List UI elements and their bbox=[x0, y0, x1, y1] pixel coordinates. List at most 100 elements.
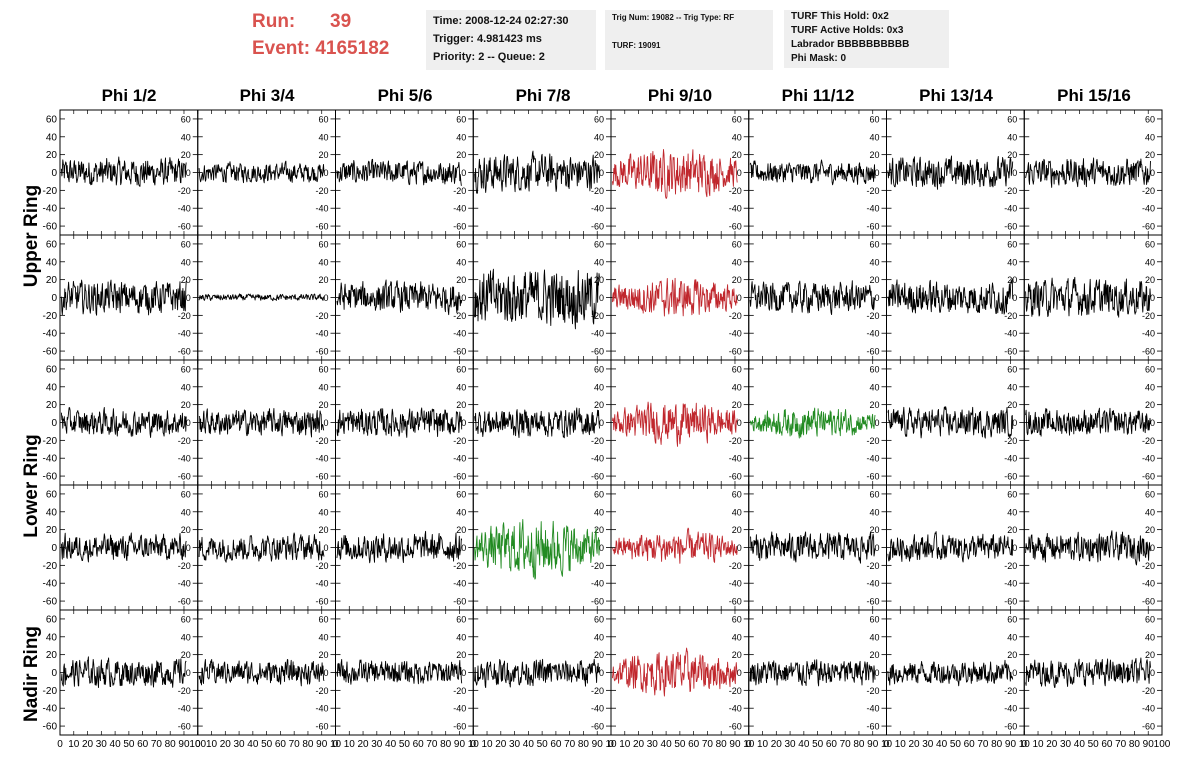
y-tick-label: -60 bbox=[866, 222, 879, 232]
y-tick-label: 60 bbox=[181, 114, 191, 124]
x-tick-label: 20 bbox=[495, 739, 507, 750]
y-tick-label: 40 bbox=[318, 257, 328, 267]
y-tick-label: 60 bbox=[869, 489, 879, 499]
x-tick-label: 0 bbox=[195, 739, 201, 750]
x-tick-label: 20 bbox=[220, 739, 232, 750]
y-tick-label: 40 bbox=[181, 507, 191, 517]
x-tick-label: 0 bbox=[884, 739, 890, 750]
y-tick-label: -40 bbox=[453, 204, 466, 214]
x-tick-label: 20 bbox=[633, 739, 645, 750]
y-tick-label: -60 bbox=[315, 222, 328, 232]
y-tick-label: 60 bbox=[318, 114, 328, 124]
y-tick-label: -40 bbox=[178, 579, 191, 589]
y-tick-label: -20 bbox=[315, 561, 328, 571]
waveform-trace bbox=[749, 280, 876, 316]
y-tick-label: 40 bbox=[1145, 632, 1155, 642]
y-tick-label: 40 bbox=[1007, 382, 1017, 392]
y-tick-label: 0 bbox=[51, 543, 57, 554]
y-tick-label: -60 bbox=[1142, 222, 1155, 232]
y-tick-label: -20 bbox=[866, 561, 879, 571]
y-tick-label: -60 bbox=[1004, 222, 1017, 232]
x-tick-label: 50 bbox=[812, 739, 824, 750]
y-tick-label: 0 bbox=[737, 293, 742, 303]
y-tick-label: 20 bbox=[181, 275, 191, 285]
y-tick-label: -20 bbox=[1004, 436, 1017, 446]
y-tick-label: 60 bbox=[732, 489, 742, 499]
turf-info-box: TURF This Hold: 0x2 TURF Active Holds: 0… bbox=[784, 10, 949, 68]
y-tick-label: 0 bbox=[1150, 293, 1155, 303]
y-tick-label: 20 bbox=[1145, 275, 1155, 285]
y-tick-label: 0 bbox=[1150, 668, 1155, 678]
y-tick-label: 0 bbox=[599, 543, 604, 553]
y-tick-label: 40 bbox=[1145, 257, 1155, 267]
y-tick-label: 20 bbox=[1007, 400, 1017, 410]
waveform-trace bbox=[198, 658, 325, 687]
y-tick-label: 20 bbox=[181, 400, 191, 410]
x-tick-label: 30 bbox=[371, 739, 383, 750]
x-tick-label: 50 bbox=[399, 739, 411, 750]
y-tick-label: 60 bbox=[1007, 239, 1017, 249]
y-tick-label: -40 bbox=[866, 704, 879, 714]
y-tick-label: 60 bbox=[181, 489, 191, 499]
x-tick-label: 80 bbox=[440, 739, 452, 750]
y-tick-label: -60 bbox=[178, 347, 191, 357]
x-tick-label: 40 bbox=[110, 739, 122, 750]
y-tick-label: -60 bbox=[1004, 347, 1017, 357]
y-tick-label: -20 bbox=[1004, 311, 1017, 321]
y-tick-label: -40 bbox=[729, 329, 742, 339]
trigger-info-box: Time: 2008-12-24 02:27:30 Trigger: 4.981… bbox=[426, 10, 596, 70]
y-tick-label: 0 bbox=[461, 168, 466, 178]
y-tick-label: 60 bbox=[318, 489, 328, 499]
x-tick-label: 90 bbox=[867, 739, 879, 750]
x-tick-label: 70 bbox=[289, 739, 301, 750]
y-tick-label: 40 bbox=[1007, 257, 1017, 267]
y-tick-label: -40 bbox=[729, 454, 742, 464]
y-tick-label: -60 bbox=[43, 722, 58, 733]
y-tick-label: 40 bbox=[869, 632, 879, 642]
x-tick-label: 10 bbox=[605, 739, 617, 750]
column-label-phi-11-12: Phi 11/12 bbox=[781, 86, 855, 105]
x-tick-label: 20 bbox=[357, 739, 369, 750]
y-tick-label: 0 bbox=[874, 168, 879, 178]
waveform-trace bbox=[887, 659, 1014, 687]
y-tick-label: 0 bbox=[186, 418, 191, 428]
y-tick-label: 40 bbox=[46, 257, 58, 268]
y-tick-label: -20 bbox=[591, 311, 604, 321]
x-tick-label: 80 bbox=[578, 739, 590, 750]
y-tick-label: 60 bbox=[594, 114, 604, 124]
x-tick-label: 70 bbox=[564, 739, 576, 750]
y-tick-label: -60 bbox=[1142, 722, 1155, 732]
x-tick-label: 20 bbox=[82, 739, 94, 750]
y-tick-label: -40 bbox=[729, 704, 742, 714]
y-tick-label: 0 bbox=[323, 668, 328, 678]
waveform-trace bbox=[474, 150, 600, 194]
event-label: Event: bbox=[252, 38, 311, 59]
y-tick-label: -60 bbox=[1142, 472, 1155, 482]
y-tick-label: 60 bbox=[869, 239, 879, 249]
y-tick-label: -60 bbox=[453, 597, 466, 607]
x-tick-label: 60 bbox=[1101, 739, 1113, 750]
y-tick-label: 60 bbox=[732, 239, 742, 249]
y-tick-label: -20 bbox=[729, 686, 742, 696]
y-tick-label: -40 bbox=[453, 704, 466, 714]
x-tick-label: 60 bbox=[688, 739, 700, 750]
y-tick-label: -60 bbox=[178, 722, 191, 732]
y-tick-label: 0 bbox=[186, 543, 191, 553]
y-tick-label: 0 bbox=[1150, 418, 1155, 428]
waveform-trace bbox=[749, 159, 876, 186]
y-tick-label: 0 bbox=[1012, 418, 1017, 428]
x-tick-label: 80 bbox=[1129, 739, 1141, 750]
x-tick-label: 90 bbox=[729, 739, 741, 750]
y-tick-label: -60 bbox=[178, 597, 191, 607]
y-tick-label: -20 bbox=[178, 311, 191, 321]
y-tick-label: 20 bbox=[869, 525, 879, 535]
y-tick-label: -40 bbox=[866, 454, 879, 464]
y-tick-label: 20 bbox=[181, 525, 191, 535]
x-tick-label: 10 bbox=[330, 739, 342, 750]
y-tick-label: 20 bbox=[456, 150, 466, 160]
waveform-trace bbox=[749, 407, 876, 439]
y-tick-label: -20 bbox=[453, 186, 466, 196]
y-tick-label: 0 bbox=[599, 418, 604, 428]
x-tick-label: 50 bbox=[1088, 739, 1100, 750]
y-tick-label: 60 bbox=[456, 614, 466, 624]
